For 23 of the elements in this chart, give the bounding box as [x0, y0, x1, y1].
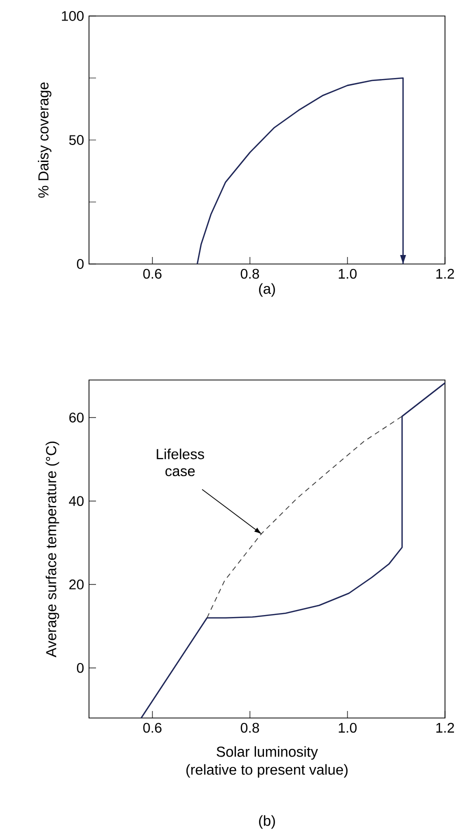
y-tick-label: 100 — [62, 11, 84, 21]
x-tick-label: 1.2 — [436, 268, 454, 279]
text: (a) — [259, 283, 275, 297]
text: (b) — [259, 815, 275, 829]
x-tick-label: 0.8 — [240, 268, 260, 279]
x-tick-label: 1.0 — [338, 268, 357, 279]
x-tick-label: 1.2 — [436, 722, 454, 733]
y-tick-label: 20 — [69, 580, 84, 590]
y-tick-label: 60 — [69, 412, 84, 423]
y-axis-title: Average surface temperature (°C) — [46, 442, 60, 658]
x-tick-label: 0.6 — [143, 722, 162, 733]
y-tick-label: 50 — [69, 135, 84, 145]
x-tick-label: 1.0 — [338, 722, 357, 733]
line-series — [206, 416, 402, 618]
y-tick-label: 40 — [68, 496, 84, 506]
x-tick-label: 0.8 — [240, 722, 260, 733]
y-tick-label: 0 — [76, 662, 84, 673]
annotation: Lifeless case — [156, 448, 204, 476]
line-series — [140, 382, 446, 719]
x-tick-label: 0.6 — [143, 268, 162, 279]
y-axis-title: % Daisy coverage — [38, 82, 52, 198]
x-axis-title: Solar luminosity (relative to present value) — [186, 746, 348, 778]
y-tick-label: 0 — [76, 259, 84, 269]
